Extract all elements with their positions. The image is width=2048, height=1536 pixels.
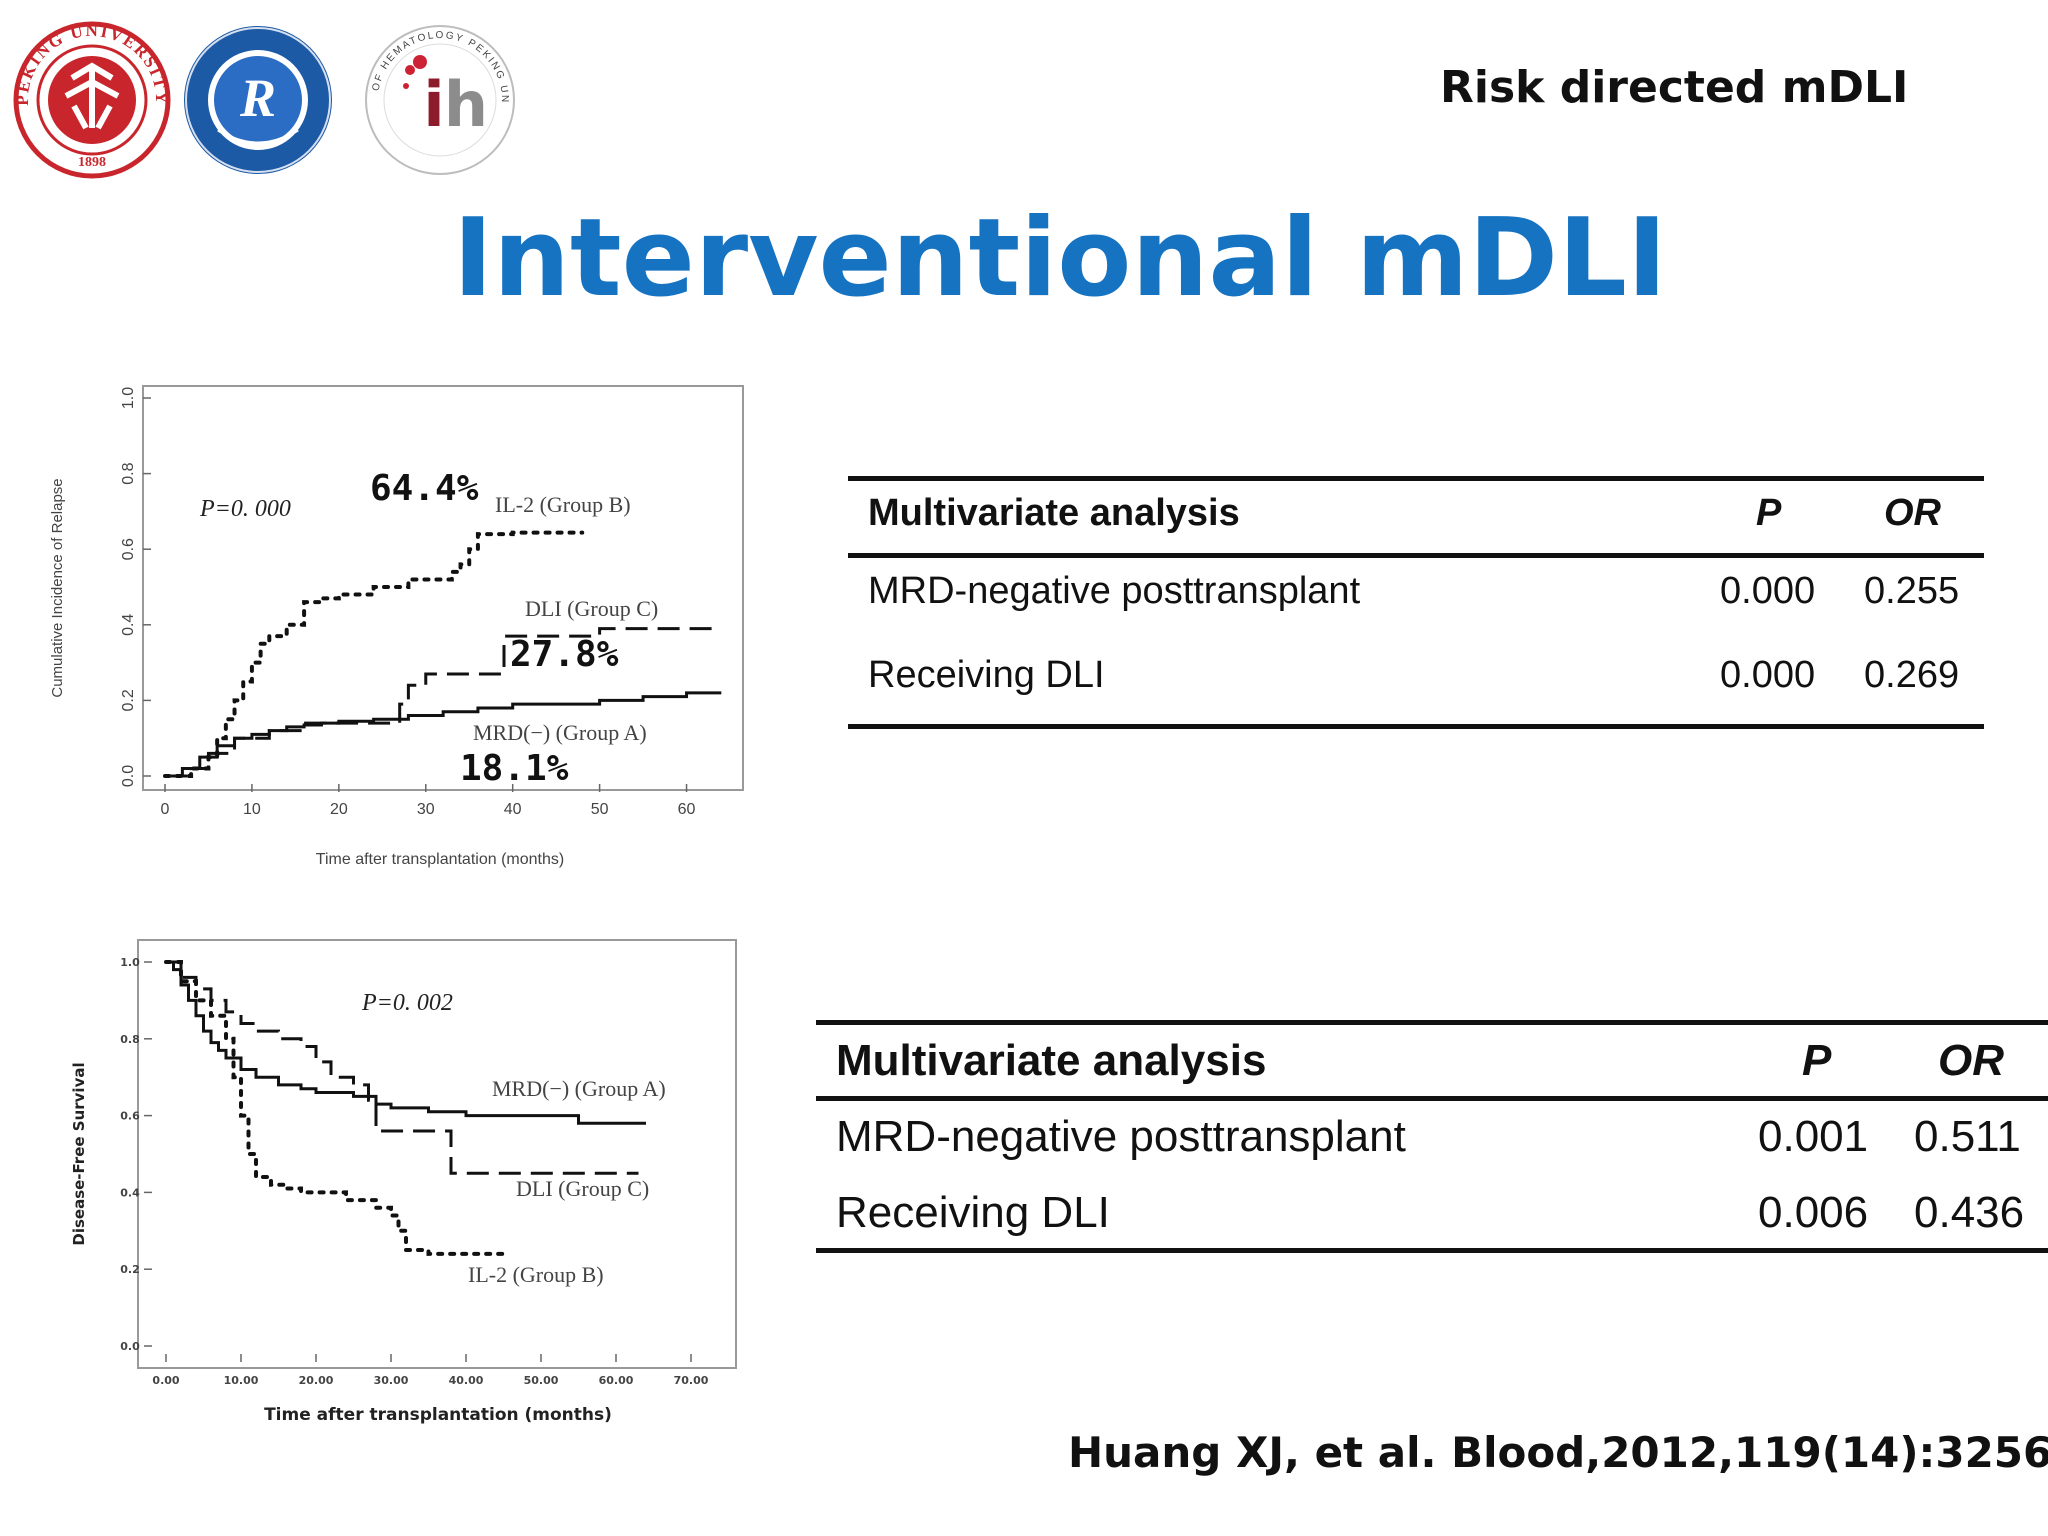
x-tick-label: 20.00 (299, 1374, 334, 1387)
table-row-label: MRD-negative posttransplant (836, 1112, 1406, 1161)
table-row-p: 0.000 (1720, 654, 1816, 696)
y-tick-label: 0.6 (120, 1110, 140, 1123)
table-bottom-rule (848, 724, 1984, 729)
table-row-label: MRD-negative posttransplant (868, 570, 1361, 612)
y-axis: 0.0 0.2 0.4 0.6 0.8 1.0 (120, 956, 152, 1353)
table-row-p: 0.000 (1720, 570, 1816, 612)
x-tick-label: 0.00 (152, 1374, 179, 1387)
series-line-dotted (164, 960, 506, 1256)
table-row-or: 0.511 (1914, 1112, 2021, 1161)
slide-title: Interventional mDLI (452, 196, 1668, 321)
table-row-or: 0.255 (1864, 570, 1960, 612)
y-tick-label: 0.8 (120, 462, 137, 484)
disease-free-survival-chart: 0.0 0.2 0.4 0.6 0.8 1.0 0.00 10.00 20.00 30.00 40… (70, 939, 737, 1425)
series-line-dashed (165, 627, 722, 778)
x-tick-label: 10.00 (224, 1374, 259, 1387)
series-label-il2: IL-2 (Group B) (468, 1262, 604, 1287)
y-tick-label: 1.0 (120, 956, 140, 969)
series-line-solid (165, 691, 722, 778)
x-tick-label: 60 (678, 801, 696, 818)
svg-text:1898: 1898 (78, 155, 106, 170)
series-label-dli: DLI (Group C) (516, 1176, 649, 1201)
series-label-dli: DLI (Group C) (525, 596, 658, 621)
x-tick-label: 20 (330, 801, 348, 818)
table-row-label: Receiving DLI (836, 1188, 1110, 1237)
x-tick-label: 50 (591, 801, 609, 818)
multivariate-table-relapse: Multivariate analysis P OR MRD-negative … (848, 476, 1984, 732)
y-axis-label: Cumulative Incidence of Relapse (49, 478, 66, 697)
x-tick-label: 10 (243, 801, 261, 818)
peoples-hospital-seal: R (184, 26, 332, 174)
y-tick-label: 0.4 (120, 1186, 140, 1199)
table-top-rule (816, 1020, 2048, 1025)
multivariate-table-dfs: Multivariate analysis P OR MRD-negative … (816, 1020, 2048, 1254)
y-tick-label: 1.0 (120, 387, 137, 409)
series-label-il2: IL-2 (Group B) (495, 492, 631, 517)
svg-text:R: R (239, 68, 276, 128)
table-header-or: OR (1938, 1036, 2004, 1085)
series-group (163, 530, 722, 778)
table-header-or: OR (1884, 492, 1941, 534)
x-tick-label: 0 (161, 801, 170, 818)
end-label-il2: 64.4% (370, 468, 479, 509)
y-tick-label: 0.6 (120, 538, 137, 560)
y-tick-label: 0.4 (120, 614, 137, 636)
series-label-mrd: MRD(−) (Group A) (492, 1076, 666, 1101)
peking-university-seal: PEKING UNIVERSITY 1898 (13, 21, 171, 179)
x-tick-label: 30.00 (374, 1374, 409, 1387)
table-header-rule (816, 1096, 2048, 1101)
relapse-incidence-chart: 0.0 0.2 0.4 0.6 0.8 1.0 0 10 20 30 40 50 60 Cumulat… (49, 385, 744, 868)
table-row-p: 0.001 (1758, 1112, 1869, 1161)
x-tick-label: 60.00 (599, 1374, 634, 1387)
table-top-rule (848, 476, 1984, 481)
table-header-p: P (1802, 1036, 1832, 1085)
svg-text:h: h (444, 68, 488, 141)
institution-logos: PEKING UNIVERSITY 1898 R i h INSTITUTE O… (13, 21, 515, 179)
y-axis-label: Disease-Free Survival (70, 1062, 88, 1245)
y-tick-label: 0.0 (120, 1340, 140, 1353)
y-tick-label: 0.8 (120, 1033, 140, 1046)
table-bottom-rule (816, 1248, 2048, 1253)
x-axis: 0.00 10.00 20.00 30.00 40.00 50.00 60.00 70.00 (152, 1354, 709, 1387)
table-row-or: 0.436 (1914, 1188, 2025, 1237)
p-value-label: P=0. 000 (199, 496, 291, 522)
series-line-solid (166, 960, 646, 1125)
table-header-label: Multivariate analysis (868, 492, 1240, 534)
topic-label: Risk directed mDLI (1440, 62, 1909, 113)
institute-of-hematology-seal: i h INSTITUTE OF HEMATOLOGY PEKING UNIVE… (365, 25, 515, 175)
y-tick-label: 0.2 (120, 689, 137, 711)
x-tick-label: 40.00 (449, 1374, 484, 1387)
plot-frame (142, 385, 744, 791)
citation: Huang XJ, et al. Blood,2012,119(14):3256… (1068, 1428, 2048, 1477)
x-axis-label: Time after transplantation (months) (316, 851, 564, 868)
y-tick-label: 0.2 (120, 1263, 140, 1276)
x-axis: 0 10 20 30 40 50 60 (161, 784, 696, 818)
series-group (164, 960, 646, 1256)
table-header-rule (848, 553, 1984, 558)
svg-text:i: i (423, 68, 444, 141)
x-axis-label: Time after transplantation (months) (264, 1405, 612, 1425)
series-line-dotted (163, 530, 585, 778)
x-tick-label: 50.00 (524, 1374, 559, 1387)
end-label-dli: 27.8% (510, 634, 619, 675)
series-label-mrd: MRD(−) (Group A) (473, 720, 647, 745)
end-label-mrd: 18.1% (460, 748, 569, 789)
plot-frame (137, 939, 737, 1369)
y-axis: 0.0 0.2 0.4 0.6 0.8 1.0 (120, 387, 151, 787)
table-header-label: Multivariate analysis (836, 1036, 1267, 1085)
p-value-label: P=0. 002 (361, 990, 453, 1016)
table-header-p: P (1756, 492, 1782, 534)
x-tick-label: 30 (417, 801, 435, 818)
x-tick-label: 70.00 (674, 1374, 709, 1387)
x-tick-label: 40 (504, 801, 522, 818)
table-row-label: Receiving DLI (868, 654, 1105, 696)
table-row-p: 0.006 (1758, 1188, 1869, 1237)
table-row-or: 0.269 (1864, 654, 1960, 696)
y-tick-label: 0.0 (120, 765, 137, 787)
